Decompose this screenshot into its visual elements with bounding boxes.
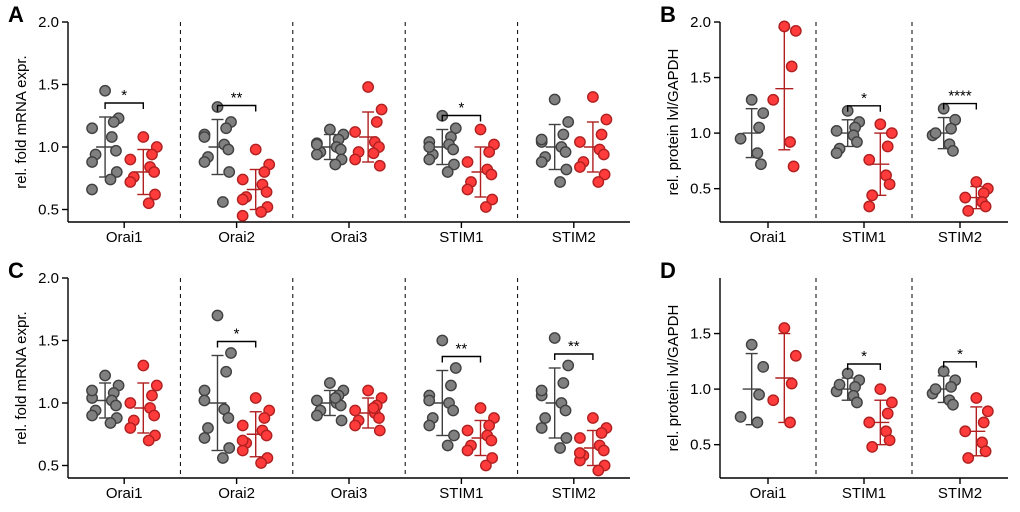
svg-text:2.0: 2.0	[690, 14, 711, 31]
panel-C: C 0.5 1.0 1.5 2.0 rel. fold mRNA expr. Orai1 Or…	[8, 256, 640, 512]
svg-text:1.0: 1.0	[38, 139, 59, 156]
panel-D: D 0.5 1.0 1.5 rel. protein lvl/GAPDH Orai1 STI…	[660, 256, 1018, 512]
svg-text:1.0: 1.0	[690, 381, 711, 398]
x-category-label: Orai1	[750, 229, 787, 246]
x-category-label: Orai3	[331, 229, 368, 246]
x-category-label: STIM1	[439, 485, 483, 502]
svg-text:0.5: 0.5	[690, 437, 711, 454]
svg-text:2.0: 2.0	[38, 270, 59, 287]
significance-label: *	[861, 348, 867, 365]
svg-text:1.0: 1.0	[38, 395, 59, 412]
y-axis-label: rel. fold mRNA expr.	[13, 311, 30, 444]
significance-label: *	[957, 346, 963, 363]
y-axis-label: rel. fold mRNA expr.	[13, 55, 30, 188]
panel-B: B 0.5 1.0 1.5 2.0 rel. protein lvl/GAPDH Orai1…	[660, 0, 1018, 256]
significance-label: *	[121, 87, 127, 104]
x-category-label: STIM2	[552, 229, 596, 246]
panel-svg-D: 0.5 1.0 1.5 rel. protein lvl/GAPDH Orai1 STIM…	[660, 256, 1018, 512]
x-category-label: STIM1	[439, 229, 483, 246]
y-axis-label: rel. protein lvl/GAPDH	[665, 305, 682, 452]
svg-text:1.5: 1.5	[690, 70, 711, 87]
svg-text:1.0: 1.0	[690, 125, 711, 142]
significance-label: *	[861, 90, 867, 107]
x-category-label: Orai3	[331, 485, 368, 502]
x-category-label: Orai1	[750, 485, 787, 502]
x-category-label: STIM2	[938, 485, 982, 502]
x-category-label: Orai1	[106, 485, 143, 502]
x-category-label: STIM1	[842, 485, 886, 502]
significance-label: **	[568, 338, 580, 355]
figure: { "layout": { "width": 1020, "height": 5…	[0, 0, 1020, 512]
panel-label-A: A	[8, 2, 24, 28]
svg-text:0.5: 0.5	[38, 458, 59, 475]
panel-A: A 0.5 1.0 1.5 2.0 rel. fold mRNA expr. Orai1 * O…	[8, 0, 640, 256]
x-category-label: STIM1	[842, 229, 886, 246]
svg-text:1.5: 1.5	[38, 333, 59, 350]
x-category-label: STIM2	[552, 485, 596, 502]
x-category-label: STIM2	[938, 229, 982, 246]
panel-label-B: B	[660, 2, 676, 28]
x-category-label: Orai2	[218, 229, 255, 246]
svg-text:0.5: 0.5	[690, 181, 711, 198]
significance-label: **	[231, 90, 243, 107]
x-category-label: Orai1	[106, 229, 143, 246]
x-category-label: Orai2	[218, 485, 255, 502]
panel-svg-A: 0.5 1.0 1.5 2.0 rel. fold mRNA expr. Orai1 * Or…	[8, 0, 640, 256]
panel-svg-B: 0.5 1.0 1.5 2.0 rel. protein lvl/GAPDH Orai1 S…	[660, 0, 1018, 256]
significance-label: *	[234, 326, 240, 343]
y-axis-label: rel. protein lvl/GAPDH	[665, 49, 682, 196]
significance-label: ****	[948, 88, 972, 105]
svg-text:2.0: 2.0	[38, 14, 59, 31]
panel-label-C: C	[8, 258, 24, 284]
svg-text:1.5: 1.5	[38, 77, 59, 94]
panel-label-D: D	[660, 258, 676, 284]
svg-text:0.5: 0.5	[38, 202, 59, 219]
svg-text:1.5: 1.5	[690, 326, 711, 343]
significance-label: **	[456, 341, 468, 358]
significance-label: *	[458, 100, 464, 117]
panel-svg-C: 0.5 1.0 1.5 2.0 rel. fold mRNA expr. Orai1 Ora…	[8, 256, 640, 512]
